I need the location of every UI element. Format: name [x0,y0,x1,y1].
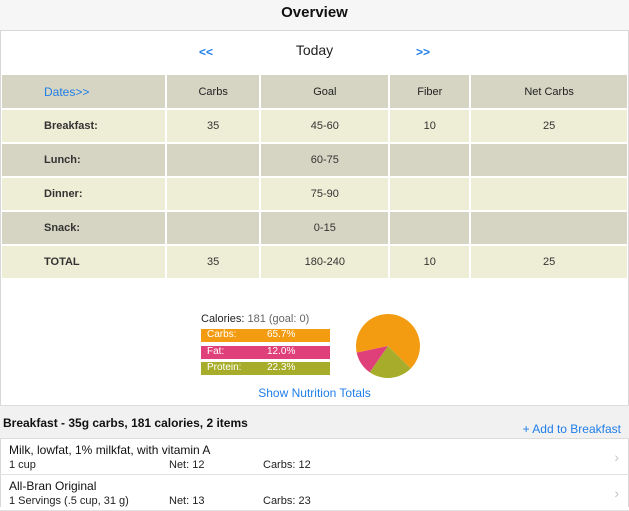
net-carbs-cell: 25 [471,246,627,280]
macro-pie-chart [356,314,420,378]
food-net-carbs: Net: 12 [169,459,205,471]
net-carbs-cell [471,178,627,212]
add-to-breakfast-button[interactable]: + Add to Breakfast [522,422,621,436]
table-row-lunch[interactable]: Lunch: 60-75 [2,144,627,178]
meal-label: TOTAL [2,246,165,280]
goal-cell: 75-90 [261,178,389,212]
food-name: Milk, lowfat, 1% milkfat, with vitamin A [9,443,211,457]
fat-percent-bar: Fat: 12.0% [201,346,330,359]
carbs-cell: 35 [167,110,260,144]
current-date-label: Today [295,42,334,58]
meal-label: Snack: [2,212,165,246]
goal-cell: 0-15 [261,212,389,246]
food-carbs: Carbs: 12 [263,459,311,471]
goal-cell: 180-240 [261,246,389,280]
meal-label: Dinner: [2,178,165,212]
food-name: All-Bran Original [9,479,97,493]
column-header-net-carbs: Net Carbs [471,75,627,110]
protein-percent-bar: Protein: 22.3% [201,362,330,375]
food-carbs: Carbs: 23 [263,495,311,507]
meal-label: Breakfast: [2,110,165,144]
fiber-cell [390,178,470,212]
net-carbs-cell [471,212,627,246]
table-row-snack[interactable]: Snack: 0-15 [2,212,627,246]
fiber-cell: 10 [390,110,470,144]
calories-line: Calories: 181 (goal: 0) [201,313,309,325]
section-title: Breakfast - 35g carbs, 181 calories, 2 i… [3,416,248,430]
show-nutrition-totals-link[interactable]: Show Nutrition Totals [258,386,371,400]
calories-value: 181 (goal: 0) [247,313,310,325]
carbs-cell: 35 [167,246,260,280]
pie-slice-protein [369,346,411,378]
chevron-right-icon: › [614,449,619,465]
title-bar: Overview [0,0,629,31]
column-header-fiber: Fiber [390,75,470,110]
macro-percent: 22.3% [267,362,296,373]
carbs-cell [167,212,260,246]
column-header-goal: Goal [261,75,389,110]
net-carbs-cell [471,144,627,178]
breakfast-section-header: Breakfast - 35g carbs, 181 calories, 2 i… [0,405,629,439]
chevron-right-icon: › [614,485,619,501]
goal-cell: 60-75 [261,144,389,178]
food-serving: 1 Servings (.5 cup, 31 g) [9,495,129,507]
food-net-carbs: Net: 13 [169,495,205,507]
goal-cell: 45-60 [261,110,389,144]
table-row-breakfast[interactable]: Breakfast: 35 45-60 10 25 [2,110,627,144]
next-day-button[interactable]: >> [416,45,431,59]
carbs-cell [167,144,260,178]
food-list-item[interactable]: All-Bran Original 1 Servings (.5 cup, 31… [0,475,629,511]
page-title: Overview [281,4,348,21]
food-list-item[interactable]: Milk, lowfat, 1% milkfat, with vitamin A… [0,439,629,475]
meal-label: Lunch: [2,144,165,178]
macro-label: Fat: [207,346,225,357]
macro-label: Protein: [207,362,242,373]
fiber-cell [390,212,470,246]
table-header-row: Dates>> Carbs Goal Fiber Net Carbs [2,75,627,110]
macro-percent: 65.7% [267,329,296,340]
table-row-total: TOTAL 35 180-240 10 25 [2,246,627,280]
carbs-percent-bar: Carbs: 65.7% [201,329,330,342]
dates-button[interactable]: Dates>> [2,75,165,110]
fiber-cell [390,144,470,178]
pie-slice-carbs [356,314,420,369]
carbs-cell [167,178,260,212]
food-serving: 1 cup [9,459,36,471]
calories-label: Calories: [201,313,245,325]
column-header-carbs: Carbs [167,75,260,110]
previous-day-button[interactable]: << [199,45,214,59]
carb-summary-table: Dates>> Carbs Goal Fiber Net Carbs Break… [0,75,629,280]
fiber-cell: 10 [390,246,470,280]
pie-slice-fat [356,346,388,373]
macro-label: Carbs: [207,329,237,340]
macro-percent: 12.0% [267,346,296,357]
net-carbs-cell: 25 [471,110,627,144]
table-row-dinner[interactable]: Dinner: 75-90 [2,178,627,212]
